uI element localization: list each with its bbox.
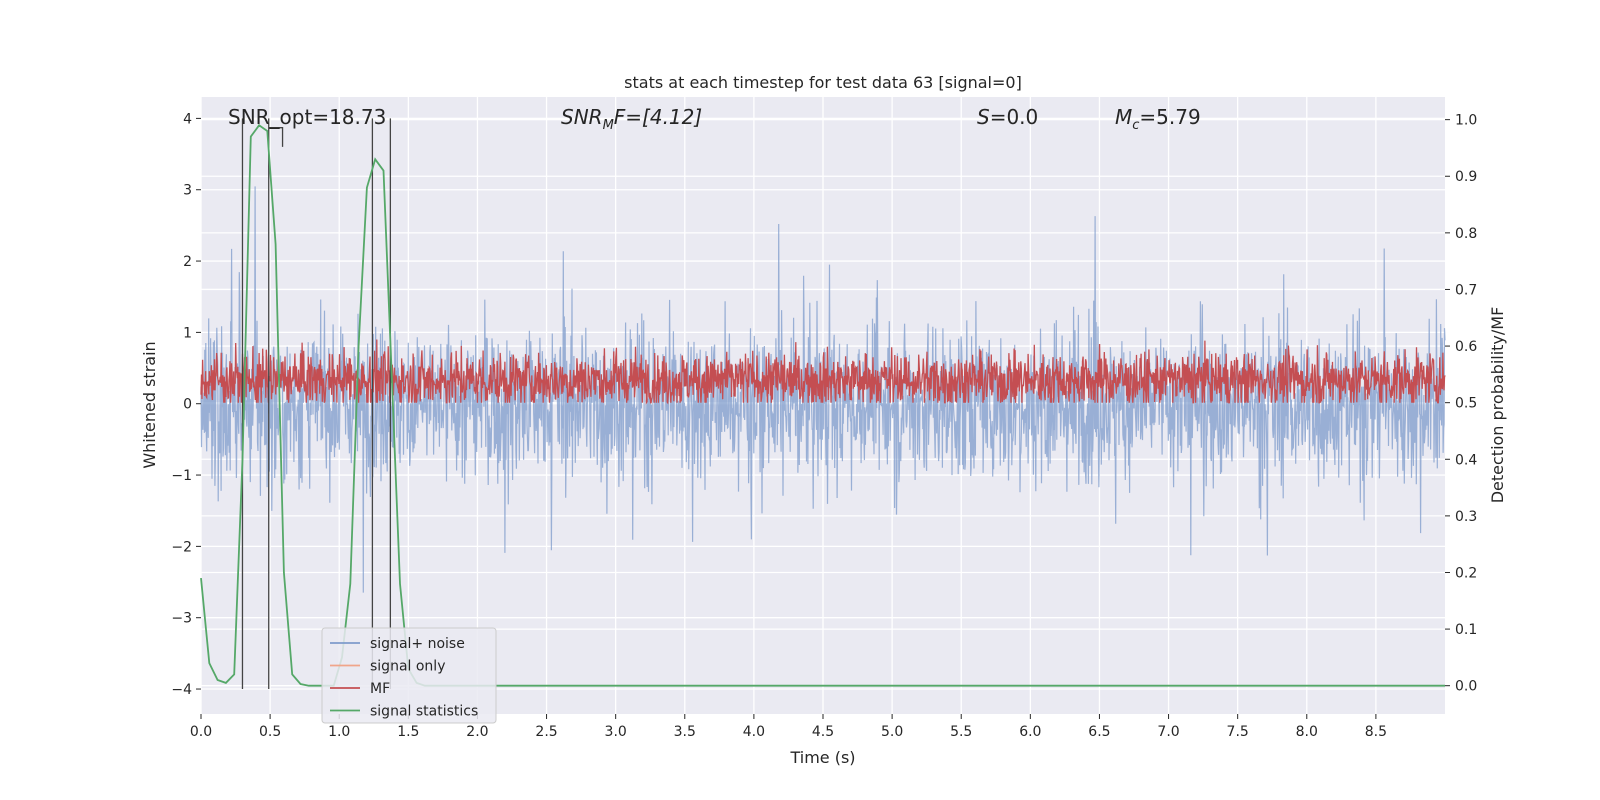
annotation-snr-opt: SNR_opt=18.73 [228,105,386,129]
x-tick-label: 1.5 [397,724,419,740]
annotation-s-italic: S [977,105,990,129]
series-signal-statistics [200,124,1445,687]
y-tick-label: −4 [171,682,192,698]
chart-title: stats at each timestep for test data 63 … [624,73,1022,92]
x-tick-label: 8.0 [1296,724,1318,740]
y2-tick-label: 0.5 [1455,396,1477,412]
legend-label: signal only [370,659,445,675]
y2-tick-label: 0.6 [1455,339,1477,355]
y-tick-label: −3 [171,611,192,627]
x-tick-label: 5.5 [950,724,972,740]
annotation-s-rest: =0.0 [990,105,1039,129]
y2-tick-label: 0.2 [1455,565,1477,581]
annotation-mc-main: M [1115,105,1132,129]
x-tick-label: 0.0 [190,724,212,740]
annotation-snr-mf-main: SNR [561,105,603,129]
x-tick-label: 3.0 [605,724,627,740]
y-axis-right: 1.0 0.9 0.8 0.7 0.6 0.5 0.4 0.3 0.2 0.1 0.0 [1445,113,1477,695]
legend-label: signal statistics [370,704,478,720]
annotation-snr-mf-sub: M [603,118,614,133]
legend-label: MF [370,681,390,697]
x-tick-label: 4.0 [743,724,765,740]
x-axis: 0.0 0.5 1.0 1.5 2.0 2.5 3.0 3.5 4.0 4.5 5.0 5.5 6.0 6… [190,714,1387,740]
marker-bracket [268,127,284,147]
y-tick-label: 2 [183,254,192,270]
annotation-mc: Mc=5.79 [1115,105,1201,133]
y-tick-label: 4 [183,111,192,127]
annotation-snr-mf-rest: F=[4.12] [614,105,702,129]
y-tick-label: −2 [171,539,192,555]
x-tick-label: 2.0 [466,724,488,740]
legend: signal+ noise signal only MF signal statist… [321,627,497,724]
y2-tick-label: 1.0 [1455,113,1477,129]
y2-tick-label: 0.7 [1455,282,1477,298]
y2-tick-label: 0.9 [1455,169,1477,185]
y-tick-label: 3 [183,183,192,199]
x-tick-label: 4.5 [812,724,834,740]
y-axis-label: Whitened strain [140,341,159,468]
y2-tick-label: 0.0 [1455,679,1477,695]
x-tick-label: 6.5 [1088,724,1110,740]
y2-tick-label: 0.8 [1455,226,1477,242]
x-tick-label: 6.0 [1019,724,1041,740]
y2-tick-label: 0.4 [1455,452,1477,468]
y2-axis-label: Detection probability/MF [1488,307,1507,504]
series-mf [200,339,1446,405]
y-tick-label: −1 [171,468,192,484]
signal-statistics-line [200,124,1445,687]
x-tick-label: 3.5 [674,724,696,740]
x-tick-label: 0.5 [259,724,281,740]
annotation-snr-mf: SNRMF=[4.12] [561,105,702,133]
mf-line [200,339,1446,405]
y2-tick-label: 0.3 [1455,509,1477,525]
annotation-mc-rest: =5.79 [1139,105,1200,129]
y2-tick-label: 0.1 [1455,622,1477,638]
legend-label: signal+ noise [370,636,465,652]
annotation-s: S=0.0 [977,105,1038,129]
x-tick-label: 7.5 [1227,724,1249,740]
x-tick-label: 1.0 [328,724,350,740]
x-tick-label: 2.5 [535,724,557,740]
x-tick-label: 7.0 [1157,724,1179,740]
legend-box [321,627,497,724]
x-tick-label: 5.0 [881,724,903,740]
y-tick-label: 1 [183,325,192,341]
annotation-mc-sub: c [1132,118,1139,133]
y-tick-label: 0 [183,397,192,413]
y-axis-left: 4 3 2 1 0 −1 −2 −3 −4 [171,111,201,698]
x-tick-label: 8.5 [1365,724,1387,740]
marker-lines [241,118,392,690]
x-axis-label: Time (s) [789,748,855,767]
